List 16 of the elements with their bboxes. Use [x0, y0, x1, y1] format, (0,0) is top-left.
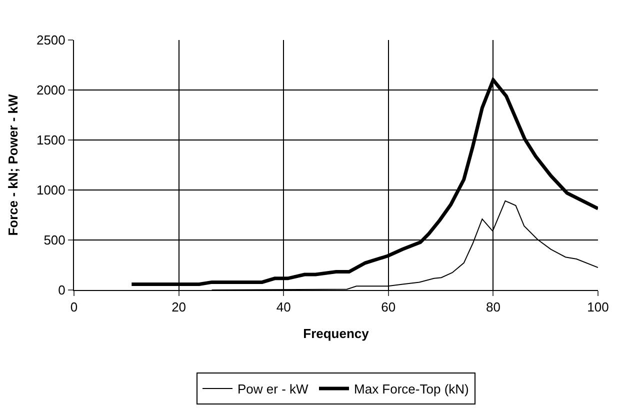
- y-tick-label: 1000: [36, 182, 66, 198]
- x-tick-label: 80: [486, 300, 500, 315]
- y-tick-label: 2500: [36, 32, 66, 48]
- legend-label: Pow er - kW: [238, 382, 310, 397]
- y-axis-title: Force - kN; Power - kW: [5, 93, 20, 236]
- y-tick-label: 0: [58, 282, 66, 298]
- y-tick-label: 500: [44, 232, 66, 248]
- y-tick-label: 2000: [36, 82, 66, 98]
- x-tick-label: 20: [172, 300, 186, 315]
- x-tick-label: 40: [276, 300, 291, 315]
- x-tick-label: 60: [381, 300, 396, 315]
- x-axis-title: Frequency: [303, 326, 370, 342]
- x-tick-label: 100: [587, 300, 609, 315]
- x-tick-label: 0: [70, 300, 78, 315]
- legend-label: Max Force-Top (kN): [354, 382, 469, 397]
- y-tick-label: 1500: [36, 132, 66, 148]
